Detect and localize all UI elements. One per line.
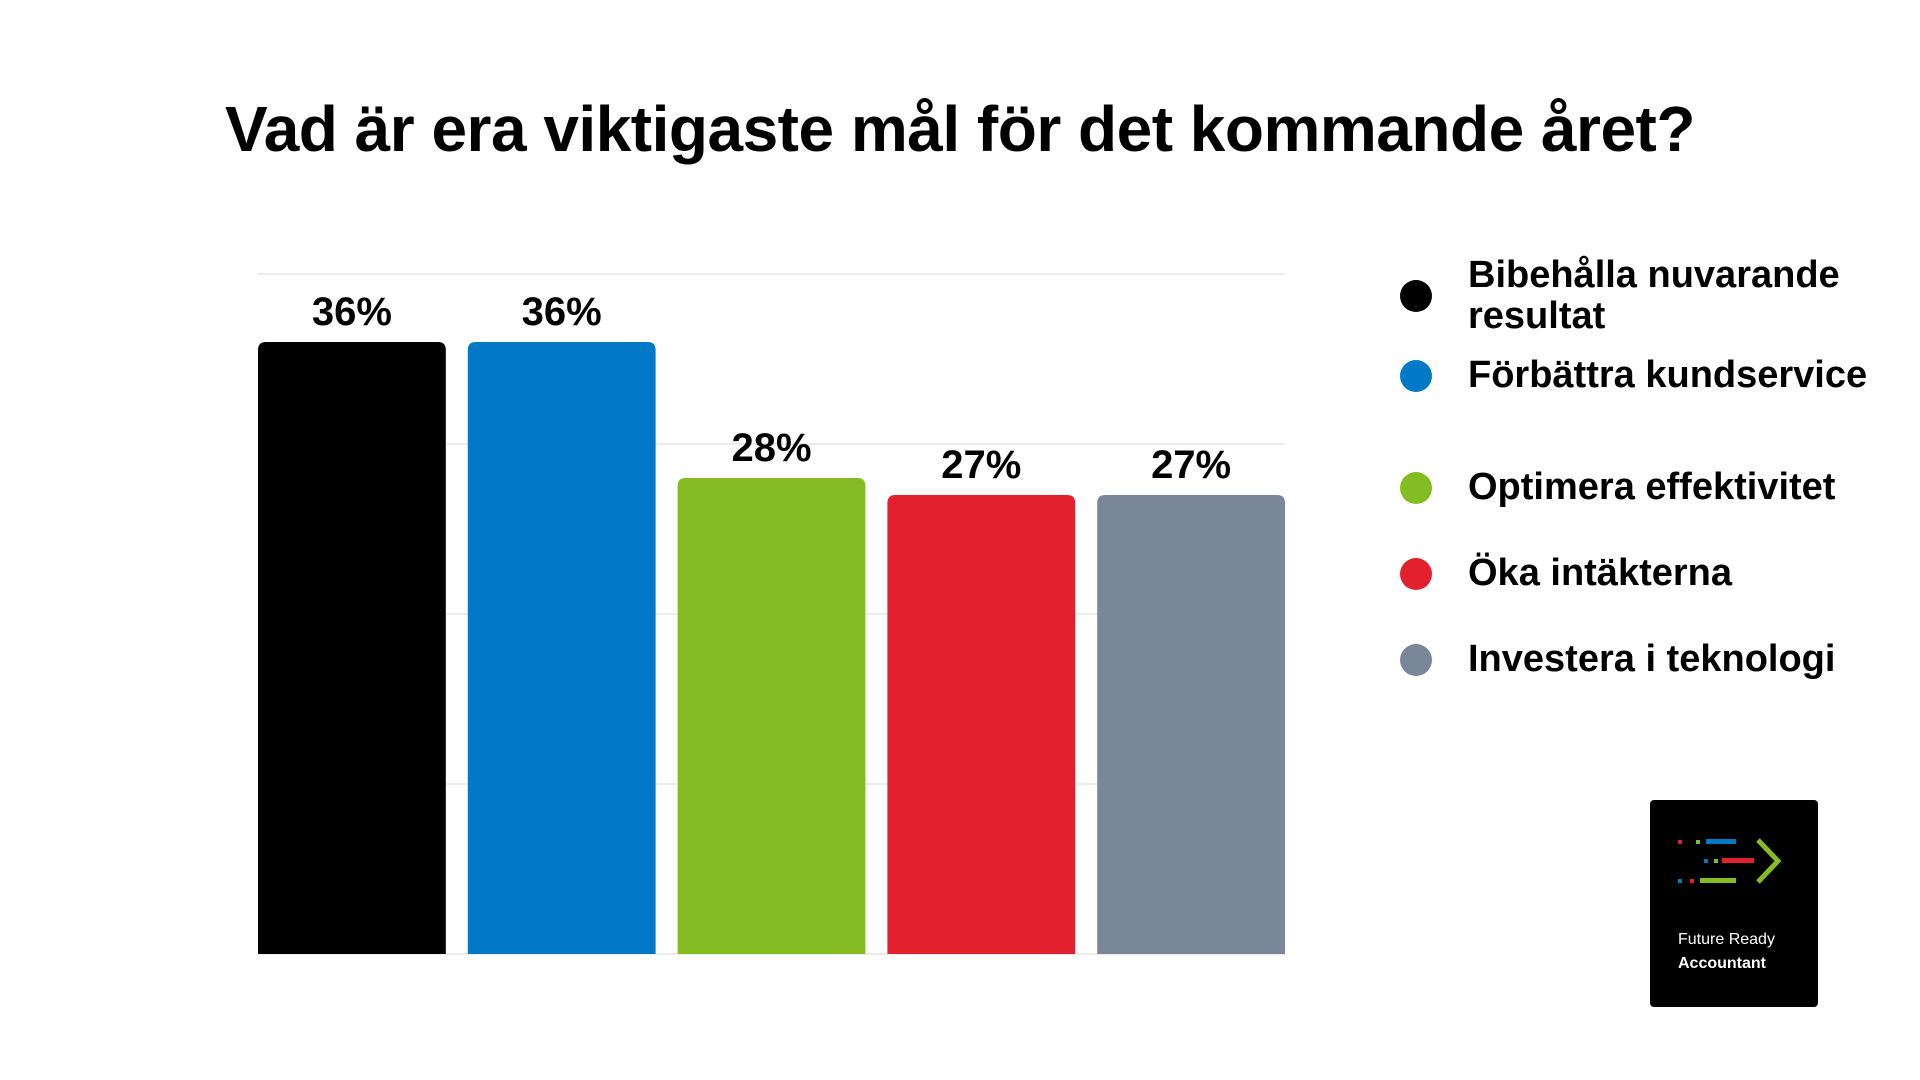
logo-line1: Future Ready	[1678, 931, 1775, 948]
legend-item-forbattra: Förbättra kundservice	[1400, 355, 1878, 396]
data-label-1: 36%	[312, 290, 392, 334]
legend-item-investera: Investera i teknologi	[1400, 639, 1878, 680]
bar-1	[258, 342, 446, 954]
data-label-5: 27%	[1151, 443, 1231, 487]
legend-label: Bibehålla nuvarande resultat	[1468, 254, 1840, 337]
legend-label: Öka intäkterna	[1468, 552, 1732, 594]
logo-text: Future Ready Accountant	[1678, 928, 1775, 976]
data-label-4: 27%	[941, 443, 1021, 487]
legend-label: Förbättra kundservice	[1468, 354, 1868, 396]
legend-item-optimera: Optimera effektivitet	[1400, 467, 1878, 508]
legend-dot-green	[1400, 471, 1432, 504]
bar-2	[467, 342, 656, 954]
legend-label: Investera i teknologi	[1468, 638, 1836, 680]
bar-3	[677, 478, 866, 954]
legend-item-oka: Öka intäkterna	[1400, 553, 1878, 594]
data-label-2: 36%	[522, 290, 602, 334]
bar-4	[887, 495, 1076, 954]
legend-dot-black	[1400, 280, 1432, 312]
legend-label: Optimera effektivitet	[1468, 466, 1836, 508]
legend-dot-red	[1400, 557, 1432, 590]
legend-item-bibehalla: Bibehålla nuvarande resultat	[1400, 255, 1878, 337]
legend-dot-gray	[1400, 643, 1432, 676]
legend-dot-blue	[1400, 359, 1432, 392]
data-label-3: 28%	[731, 426, 811, 470]
future-ready-logo: Future Ready Accountant	[1650, 800, 1818, 1007]
bar-5	[1097, 495, 1285, 954]
logo-line2: Accountant	[1678, 955, 1766, 972]
arrow-lines-icon	[1678, 838, 1782, 884]
chart-title: Vad är era viktigaste mål för det komman…	[225, 93, 1695, 165]
